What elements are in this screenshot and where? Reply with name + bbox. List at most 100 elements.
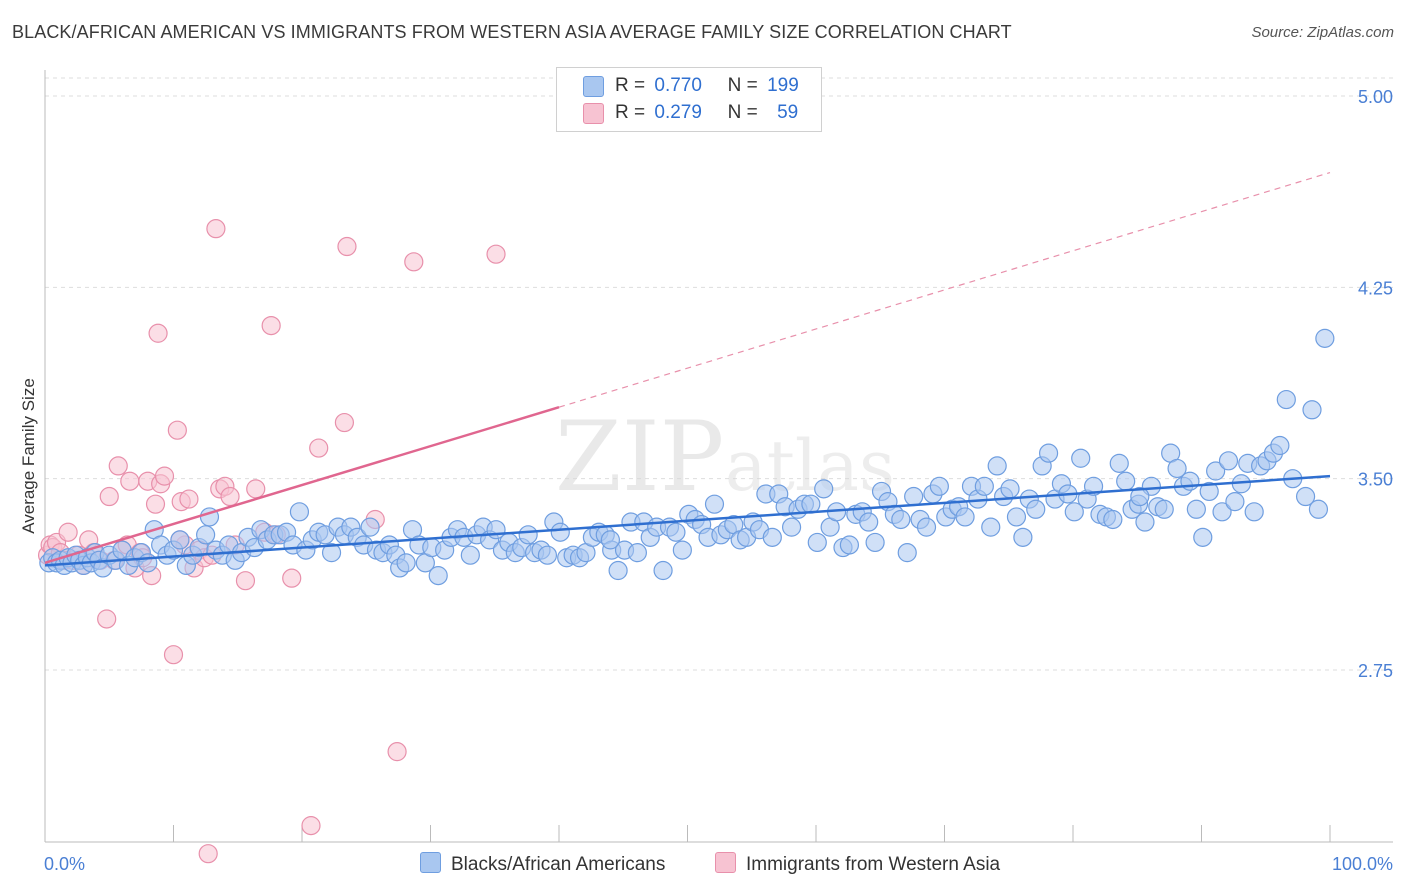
blue-point-127 — [814, 479, 834, 499]
blue-point-190 — [1218, 451, 1239, 471]
blue-point-201 — [1295, 486, 1316, 507]
blue-point-50 — [321, 543, 342, 563]
pink-point-47 — [261, 316, 281, 336]
pink-point-26 — [148, 323, 168, 343]
blue-point-154 — [987, 456, 1007, 476]
blue-point-110 — [704, 494, 725, 514]
pink-point-16 — [108, 456, 128, 476]
pink-point-25 — [145, 494, 166, 514]
bottom-pink-swatch — [715, 852, 736, 873]
y-axis-label: Average Family Size — [19, 378, 38, 534]
blue-point-177 — [1135, 512, 1155, 532]
correlation-legend: R = 0.770 N = 199 R = 0.279 N = 59 — [556, 67, 822, 132]
blue-point-166 — [1064, 502, 1084, 522]
blue-point-131 — [839, 535, 860, 555]
pink-point-37 — [198, 844, 218, 864]
pink-trend-line — [44, 406, 560, 565]
blue-n-value: 199 — [767, 75, 799, 96]
blue-point-134 — [859, 512, 879, 532]
blue-r-label: R = — [615, 75, 646, 96]
blue-point-98 — [627, 543, 647, 563]
blue-point-105 — [672, 540, 692, 560]
watermark-atlas: atlas — [725, 425, 895, 507]
blue-point-174 — [1116, 471, 1136, 491]
pink-point-53 — [337, 236, 357, 257]
blue-point-204 — [1315, 328, 1335, 348]
blue-trend-line — [44, 474, 1331, 567]
pink-point-42 — [220, 486, 240, 507]
blue-point-160 — [1026, 499, 1046, 519]
bottom-legend-pink: Immigrants from Western Asia — [715, 852, 1000, 876]
pink-point-44 — [235, 571, 256, 591]
y-tick-labels: 2.75 3.50 4.25 5.00 — [1358, 87, 1393, 681]
blue-point-189 — [1212, 502, 1232, 522]
pink-point-45 — [246, 479, 266, 499]
blue-point-143 — [916, 517, 937, 537]
blue-r-value: 0.770 — [654, 75, 702, 96]
pink-n-value: 59 — [777, 102, 799, 123]
blue-point-180 — [1154, 499, 1174, 519]
pink-point-28 — [154, 466, 175, 486]
x-tick-label-0: 0.0% — [44, 854, 85, 874]
blue-point-198 — [1270, 435, 1290, 456]
blue-point-194 — [1244, 502, 1264, 522]
blue-point-141 — [904, 486, 924, 507]
y-tick-label-3: 5.00 — [1358, 87, 1393, 107]
blue-point-102 — [653, 560, 673, 581]
pink-point-51 — [309, 438, 329, 458]
blue-point-104 — [666, 522, 686, 542]
pink-r-value: 0.279 — [654, 102, 702, 123]
blue-point-81 — [518, 525, 538, 545]
pink-point-6 — [58, 522, 78, 542]
blue-point-191 — [1225, 492, 1245, 512]
blue-point-187 — [1199, 481, 1219, 502]
blue-point-67 — [428, 566, 448, 586]
blue-point-157 — [1006, 507, 1027, 527]
legend-pink-text: R = 0.279 N = 59 — [615, 102, 798, 124]
blue-point-205 — [1130, 486, 1150, 507]
y-tick-label-1: 3.50 — [1358, 470, 1393, 490]
x-tick-label-100: 100.0% — [1332, 854, 1393, 874]
blue-point-84 — [537, 545, 558, 565]
pink-swatch — [583, 103, 604, 124]
trend-lines — [44, 171, 1331, 567]
blue-point-21 — [138, 553, 158, 573]
blue-point-62 — [396, 553, 416, 573]
pink-point-14 — [99, 486, 119, 507]
watermark-zip: ZIP — [555, 401, 724, 513]
blue-point-122 — [781, 517, 802, 537]
blue-point-152 — [974, 476, 994, 496]
legend-blue-text: R = 0.770 N = 199 — [615, 75, 799, 97]
pink-point-19 — [120, 471, 140, 491]
blue-point-95 — [608, 560, 628, 581]
blue-point-173 — [1109, 453, 1129, 473]
bottom-blue-swatch — [420, 852, 441, 873]
pink-point-29 — [163, 645, 184, 665]
axes — [44, 70, 1393, 843]
pink-r-label: R = — [615, 102, 646, 123]
blue-point-125 — [801, 494, 821, 514]
blue-point-119 — [762, 527, 782, 547]
blue-point-188 — [1206, 461, 1226, 481]
blue-point-169 — [1083, 476, 1104, 496]
blue-point-45 — [289, 502, 310, 522]
pink-point-30 — [167, 420, 187, 440]
blue-point-135 — [865, 532, 885, 553]
bottom-legend-blue: Blacks/African Americans — [420, 852, 665, 876]
blue-point-149 — [955, 507, 975, 527]
pink-n-label: N = — [727, 102, 758, 123]
y-tick-label-0: 2.75 — [1358, 661, 1393, 681]
chart-title: BLACK/AFRICAN AMERICAN VS IMMIGRANTS FRO… — [12, 22, 1012, 42]
blue-point-86 — [550, 522, 570, 542]
pink-point-49 — [282, 568, 302, 588]
pink-point-33 — [179, 489, 199, 509]
pink-trend-extension — [558, 171, 1331, 408]
pink-point-50 — [301, 816, 321, 836]
blue-point-30 — [196, 525, 216, 545]
blue-point-26 — [170, 530, 190, 550]
blue-point-56 — [360, 517, 380, 537]
blue-point-185 — [1186, 499, 1206, 519]
blue-point-172 — [1103, 509, 1123, 530]
blue-point-153 — [981, 517, 1001, 537]
